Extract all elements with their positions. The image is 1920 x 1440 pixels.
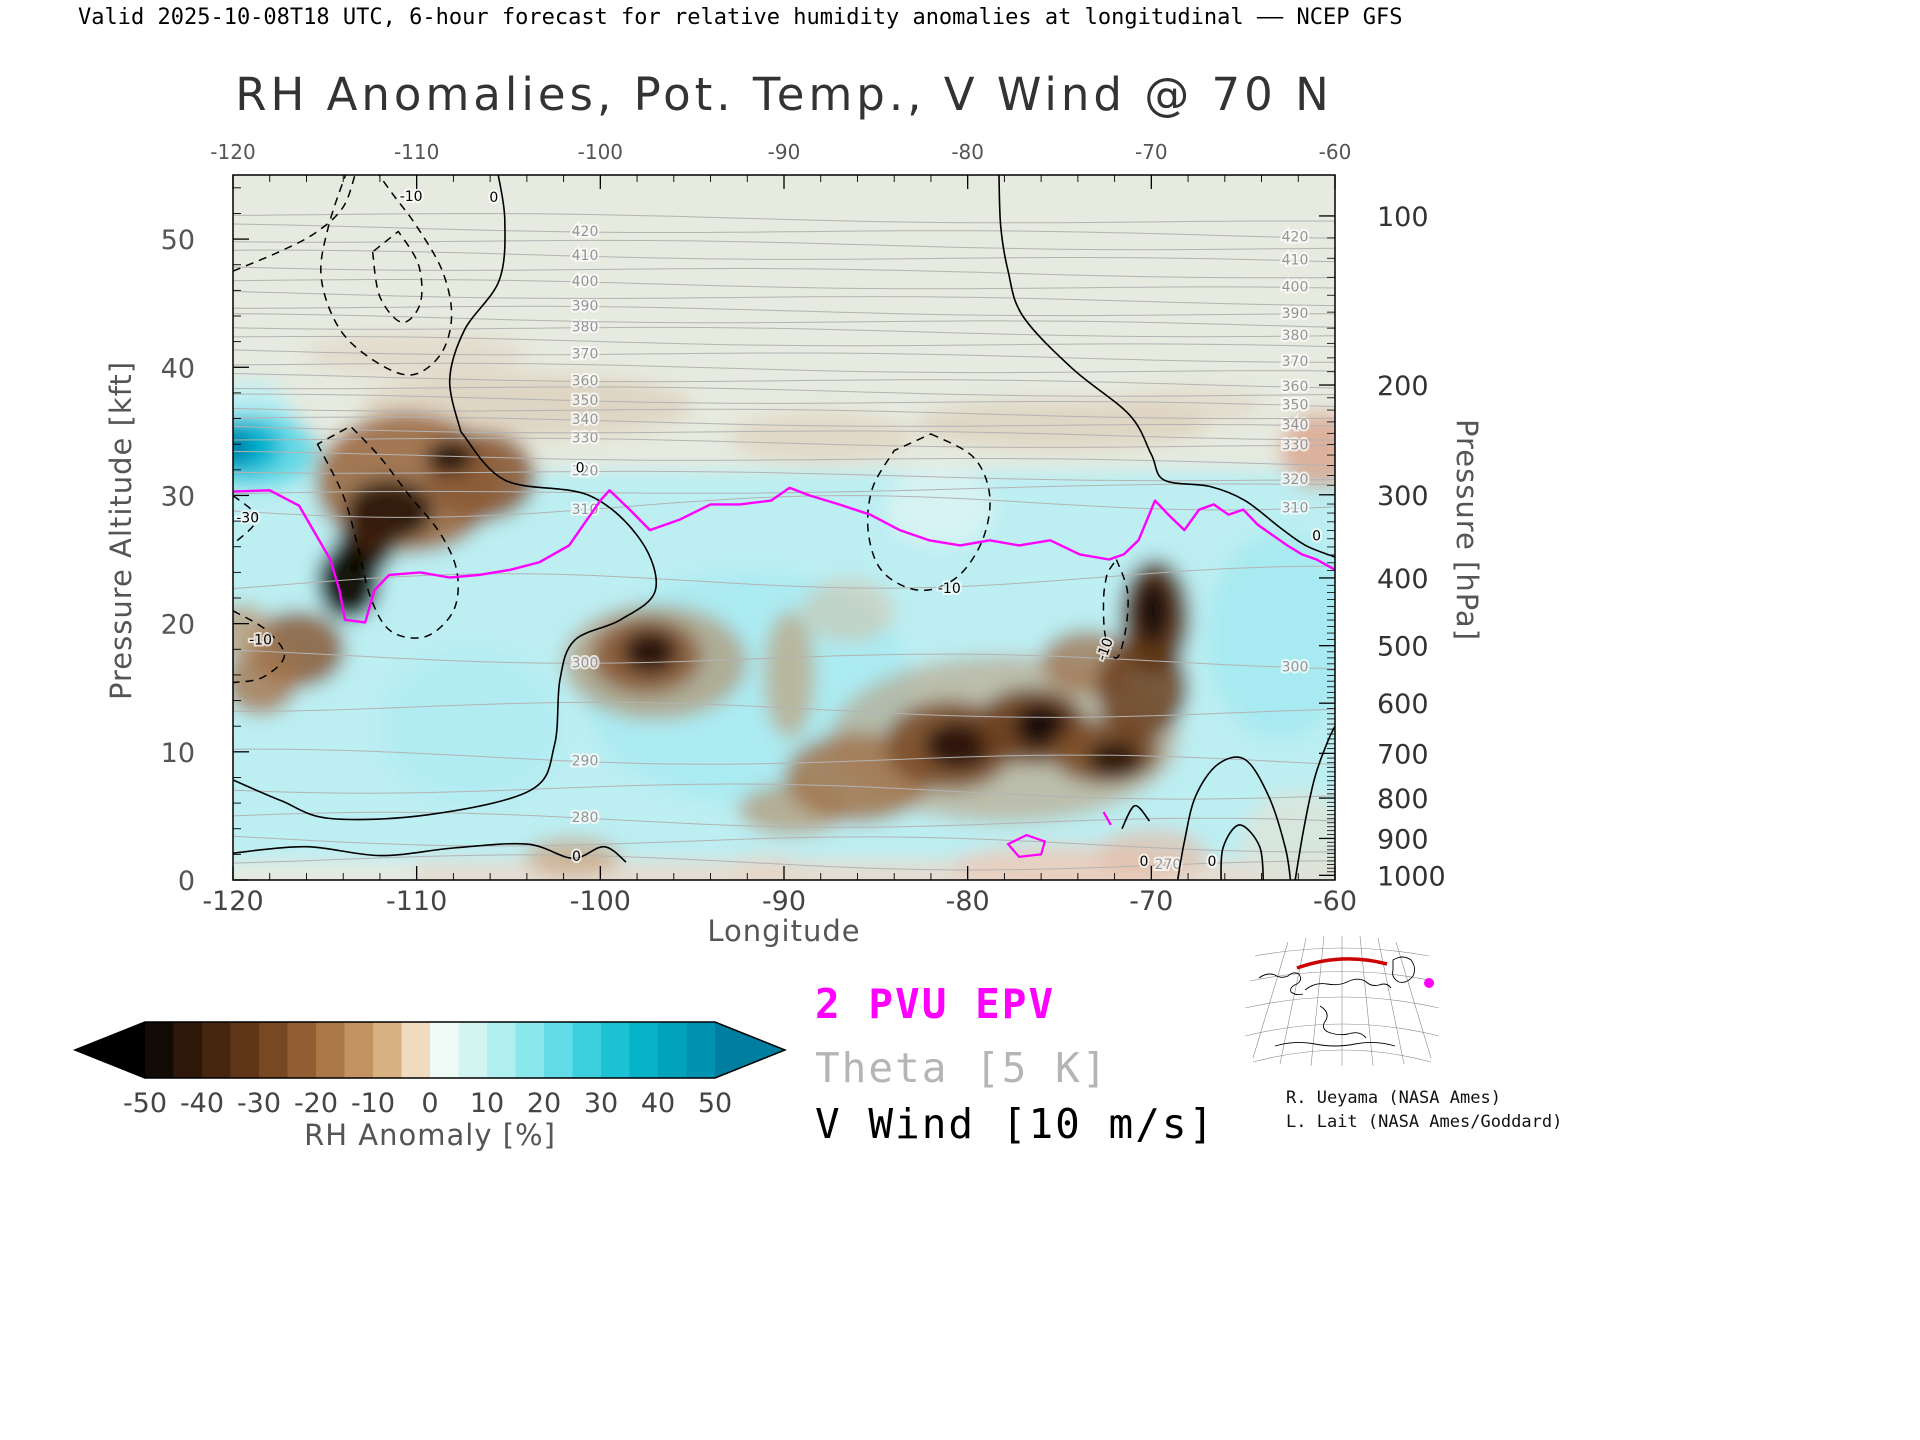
svg-text:-100: -100: [570, 886, 631, 917]
svg-text:320: 320: [1282, 472, 1309, 488]
svg-text:-30: -30: [236, 511, 259, 527]
svg-text:-30: -30: [237, 1088, 281, 1119]
svg-text:-100: -100: [578, 140, 623, 164]
svg-text:410: 410: [1282, 253, 1309, 269]
svg-text:-60: -60: [1313, 886, 1357, 917]
svg-text:700: 700: [1377, 739, 1429, 770]
svg-text:300: 300: [1377, 481, 1429, 512]
y-right-axis-title: Pressure [hPa]: [1450, 418, 1484, 641]
svg-text:-20: -20: [294, 1088, 338, 1119]
svg-text:-10: -10: [938, 581, 961, 597]
svg-text:10: 10: [470, 1088, 504, 1119]
svg-text:0: 0: [1140, 854, 1149, 870]
svg-text:0: 0: [421, 1088, 438, 1119]
svg-text:-110: -110: [394, 140, 439, 164]
legend-theta: Theta [5 K]: [815, 1044, 1109, 1092]
svg-text:-40: -40: [180, 1088, 224, 1119]
svg-text:350: 350: [1282, 397, 1309, 413]
svg-text:900: 900: [1377, 824, 1429, 855]
svg-text:270: 270: [1155, 857, 1182, 873]
svg-text:0: 0: [178, 866, 195, 897]
svg-text:300: 300: [572, 655, 599, 671]
legend-2pvu-epv: 2 PVU EPV: [815, 980, 1056, 1028]
svg-text:40: 40: [641, 1088, 675, 1119]
svg-text:320: 320: [572, 464, 599, 480]
svg-text:330: 330: [572, 431, 599, 447]
y-left-axis-title: Pressure Altitude [kft]: [104, 360, 138, 700]
svg-text:0: 0: [489, 190, 498, 206]
svg-text:360: 360: [572, 373, 599, 389]
svg-text:-70: -70: [1129, 886, 1173, 917]
svg-text:0: 0: [1312, 528, 1321, 544]
svg-text:370: 370: [572, 347, 599, 363]
map-location-dot: [1424, 978, 1434, 988]
svg-text:380: 380: [1282, 328, 1309, 344]
svg-text:30: 30: [584, 1088, 618, 1119]
legend-vwind: V Wind [10 m/s]: [815, 1100, 1216, 1148]
svg-text:20: 20: [527, 1088, 561, 1119]
svg-text:40: 40: [161, 353, 195, 384]
svg-text:400: 400: [1377, 564, 1429, 595]
valid-line: Valid 2025-10-08T18 UTC, 6-hour forecast…: [78, 5, 1403, 30]
svg-text:-10: -10: [249, 632, 272, 648]
svg-text:800: 800: [1377, 784, 1429, 815]
svg-text:350: 350: [572, 393, 599, 409]
svg-text:-80: -80: [951, 140, 984, 164]
svg-text:0: 0: [576, 461, 585, 477]
svg-text:330: 330: [1282, 438, 1309, 454]
svg-text:50: 50: [161, 225, 195, 256]
map-graticule: [1245, 935, 1440, 1067]
svg-text:0: 0: [572, 849, 581, 865]
svg-text:310: 310: [1282, 501, 1309, 517]
inset-map: [1245, 935, 1440, 1067]
svg-text:410: 410: [572, 248, 599, 264]
svg-text:-90: -90: [762, 886, 806, 917]
svg-text:420: 420: [572, 224, 599, 240]
svg-text:-60: -60: [1319, 140, 1352, 164]
credit-line-2: L. Lait (NASA Ames/Goddard): [1286, 1112, 1563, 1132]
svg-text:420: 420: [1282, 229, 1309, 245]
svg-text:390: 390: [572, 299, 599, 315]
svg-text:360: 360: [1282, 379, 1309, 395]
svg-text:600: 600: [1377, 689, 1429, 720]
x-axis-title: Longitude: [707, 914, 861, 948]
svg-text:-10: -10: [400, 189, 423, 205]
svg-text:10: 10: [161, 738, 195, 769]
svg-text:-70: -70: [1135, 140, 1168, 164]
svg-text:380: 380: [572, 320, 599, 336]
svg-text:400: 400: [1282, 279, 1309, 295]
svg-text:-120: -120: [202, 886, 263, 917]
svg-text:50: 50: [698, 1088, 732, 1119]
svg-text:-110: -110: [386, 886, 447, 917]
svg-text:500: 500: [1377, 632, 1429, 663]
svg-text:300: 300: [1282, 660, 1309, 676]
svg-text:100: 100: [1377, 202, 1429, 233]
plot-title: RH Anomalies, Pot. Temp., V Wind @ 70 N: [235, 68, 1333, 121]
svg-text:20: 20: [161, 610, 195, 641]
svg-text:30: 30: [161, 481, 195, 512]
map-coastlines: [1258, 956, 1416, 1047]
svg-text:-80: -80: [946, 886, 990, 917]
svg-text:-90: -90: [768, 140, 801, 164]
colorbar-label: RH Anomaly [%]: [304, 1118, 556, 1152]
svg-text:390: 390: [1282, 306, 1309, 322]
svg-text:1000: 1000: [1377, 861, 1446, 892]
svg-text:-120: -120: [210, 140, 255, 164]
svg-text:340: 340: [1282, 417, 1309, 433]
svg-text:370: 370: [1282, 354, 1309, 370]
credit-line-1: R. Ueyama (NASA Ames): [1286, 1088, 1501, 1108]
svg-text:-10: -10: [351, 1088, 395, 1119]
svg-text:280: 280: [572, 810, 599, 826]
svg-text:200: 200: [1377, 371, 1429, 402]
svg-text:0: 0: [1207, 854, 1216, 870]
svg-text:400: 400: [572, 274, 599, 290]
svg-text:-50: -50: [123, 1088, 167, 1119]
map-70n-line: [1296, 957, 1388, 970]
svg-text:340: 340: [572, 412, 599, 428]
svg-text:290: 290: [572, 754, 599, 770]
